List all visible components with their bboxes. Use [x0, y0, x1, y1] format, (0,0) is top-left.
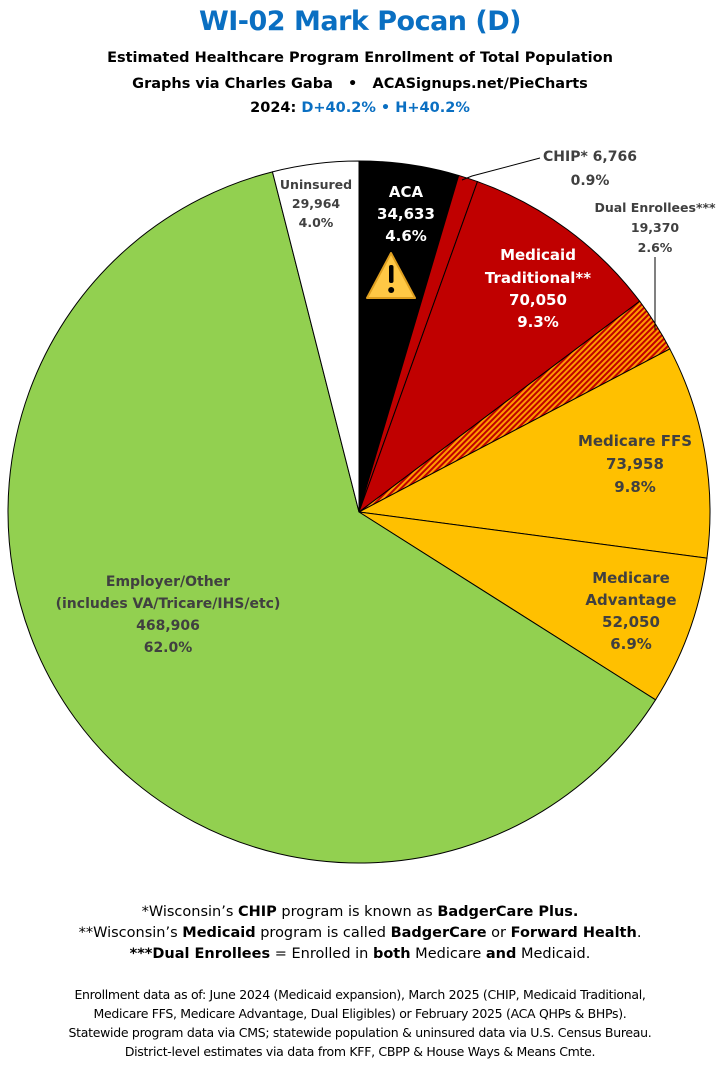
slice-label: Medicare [592, 569, 670, 587]
pie-slice-medicaid [357, 180, 641, 514]
credit-author: Graphs via Charles Gaba [132, 76, 333, 92]
credit-separator: • [348, 76, 358, 92]
footnote-segment: = Enrolled in [270, 946, 373, 962]
slice-label: 468,906 [136, 618, 200, 634]
slice-label: Employer/Other [106, 574, 230, 590]
slice-label: Medicare FFS [578, 432, 692, 450]
slice-label: 4.6% [385, 227, 427, 245]
footnote-segment: BadgerCare Plus. [437, 904, 579, 920]
footnote-segment: Medicaid. [516, 946, 591, 962]
slice-label: ACA [389, 183, 424, 201]
footnote-segment: ***Dual Enrollees [129, 946, 271, 962]
footnote-line: *Wisconsin’s CHIP program is known as Ba… [0, 902, 720, 923]
pie-chart: ACA 34,633 4.6% CHIP* 6,766 0.9% Medicaid Trad… [7, 149, 716, 864]
footnote-segment: program is called [255, 925, 391, 941]
slice-label: 2.6% [638, 240, 673, 255]
footnote-segment: and [485, 946, 517, 962]
footnote-segment: program is known as [276, 904, 438, 920]
footnote-segment: Forward Health [510, 925, 637, 941]
pie-slice-medicare [357, 348, 711, 559]
source-line: Enrollment data as of: June 2024 (Medica… [74, 987, 646, 1002]
source-line: District-level estimates via data from K… [124, 1044, 596, 1059]
slice-label: 9.8% [614, 478, 656, 496]
slice-label: Uninsured [280, 177, 352, 192]
pie-slice-uninsured [271, 160, 360, 513]
footnote-segment: **Wisconsin’s [78, 925, 183, 941]
footnote-segment: CHIP [238, 904, 277, 920]
footnote-segment: or [486, 925, 511, 941]
slice-label: 19,370 [631, 220, 680, 235]
slice-label: CHIP* 6,766 [543, 149, 637, 165]
slice-label: 6.9% [610, 635, 652, 653]
slice-label: Advantage [585, 591, 676, 609]
pie-slice-medicare [358, 511, 708, 701]
pie-slice-employer [7, 171, 657, 864]
slice-label: 0.9% [571, 173, 610, 189]
chart-title: WI-02 Mark Pocan (D) [198, 6, 522, 37]
footnote-segment: *Wisconsin’s [141, 904, 239, 920]
footnote-line: **Wisconsin’s Medicaid program is called… [0, 923, 720, 944]
footnote-segment: Medicaid [182, 925, 256, 941]
slice-label: 34,633 [377, 205, 435, 223]
slice-label: Dual Enrollees*** [594, 200, 716, 215]
slice-label: 70,050 [509, 291, 567, 309]
footnotes: *Wisconsin’s CHIP program is known as Ba… [0, 902, 720, 965]
pvi-house: H+40.2% [395, 100, 470, 116]
chip-leader-line [461, 157, 541, 181]
pvi-line: 2024: D+40.2% • H+40.2% [0, 100, 720, 116]
footnote-segment: BadgerCare [390, 925, 487, 941]
footnote-line: ***Dual Enrollees = Enrolled in both Med… [0, 944, 720, 965]
chart-subtitle: Estimated Healthcare Program Enrollment … [107, 50, 613, 66]
pvi-separator: • [380, 100, 391, 116]
slice-label: Medicaid [500, 246, 576, 264]
source-line: Statewide program data via CMS; statewid… [68, 1025, 652, 1040]
credit-url: ACASignups.net/PieCharts [372, 76, 588, 92]
slice-label: 29,964 [292, 196, 341, 211]
slice-label: 9.3% [517, 313, 559, 331]
credit-line: Graphs via Charles Gaba • ACASignups.net… [0, 76, 720, 92]
sources: Enrollment data as of: June 2024 (Medica… [0, 985, 720, 1061]
slice-label: Traditional** [485, 269, 591, 287]
warning-icon [366, 252, 416, 299]
slice-label: 4.0% [299, 215, 334, 230]
slice-label: 52,050 [602, 613, 660, 631]
footnote-segment: Medicare [410, 946, 486, 962]
slice-label: 62.0% [144, 640, 193, 656]
source-line: Medicare FFS, Medicare Advantage, Dual E… [93, 1006, 627, 1021]
slice-label: (includes VA/Tricare/IHS/etc) [56, 596, 281, 612]
slice-label: 73,958 [606, 455, 664, 473]
footnote-segment: . [636, 925, 642, 941]
pvi-year: 2024: [250, 100, 297, 116]
footnote-segment: both [372, 946, 411, 962]
pvi-district: D+40.2% [301, 100, 376, 116]
